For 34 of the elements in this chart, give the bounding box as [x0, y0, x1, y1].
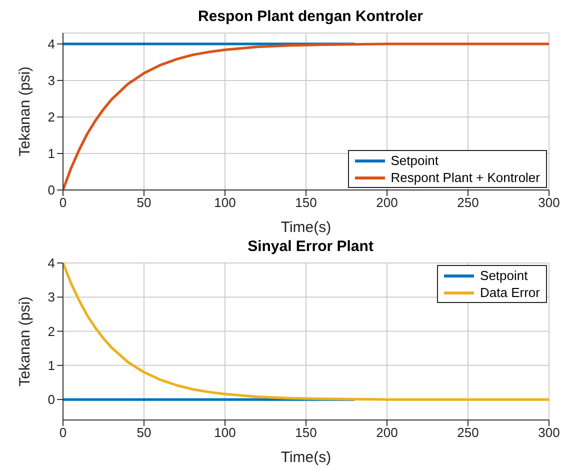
y-axis-title: Tekanan (psi)	[16, 66, 34, 156]
y-tick-label: 0	[48, 392, 55, 408]
x-axis-title: Time(s)	[280, 449, 332, 466]
x-tick-label: 250	[457, 195, 479, 210]
y-tick-label: 1	[48, 358, 55, 374]
y-tick-label: 0	[48, 182, 55, 198]
chart-title: Respon Plant dengan Kontroler	[196, 8, 424, 27]
x-tick-label: 300	[538, 425, 560, 440]
x-tick-label: 300	[538, 195, 560, 210]
legend-label: Setpoint	[390, 152, 438, 169]
chart-title: Sinyal Error Plant	[248, 238, 374, 255]
x-tick-label: 0	[59, 425, 67, 440]
x-tick-label: 100	[214, 425, 236, 440]
legend-label: Data Error	[480, 284, 540, 301]
x-tick-label: 100	[214, 195, 236, 210]
y-tick-label: 4	[48, 36, 55, 52]
x-tick-label: 0	[59, 195, 67, 210]
x-tick-label: 50	[136, 425, 152, 440]
y-tick-label: 3	[48, 290, 55, 305]
y-tick-label: 1	[48, 146, 55, 162]
y-tick-label: 2	[48, 324, 55, 339]
y-axis-title: Tekanan (psi)	[16, 296, 34, 386]
x-tick-label: 250	[457, 425, 479, 440]
x-tick-label: 200	[376, 195, 398, 210]
x-tick-label: 50	[136, 195, 152, 210]
y-tick-label: 3	[48, 73, 55, 88]
x-axis-title: Time(s)	[280, 219, 332, 236]
x-tick-label: 150	[295, 425, 317, 440]
legend-label: Setpoint	[480, 267, 528, 284]
y-tick-label: 4	[48, 256, 55, 271]
y-tick-label: 2	[48, 110, 55, 125]
legend-label: Respont Plant + Kontroler	[390, 169, 540, 186]
x-tick-label: 200	[376, 425, 398, 440]
x-tick-label: 150	[295, 195, 317, 210]
